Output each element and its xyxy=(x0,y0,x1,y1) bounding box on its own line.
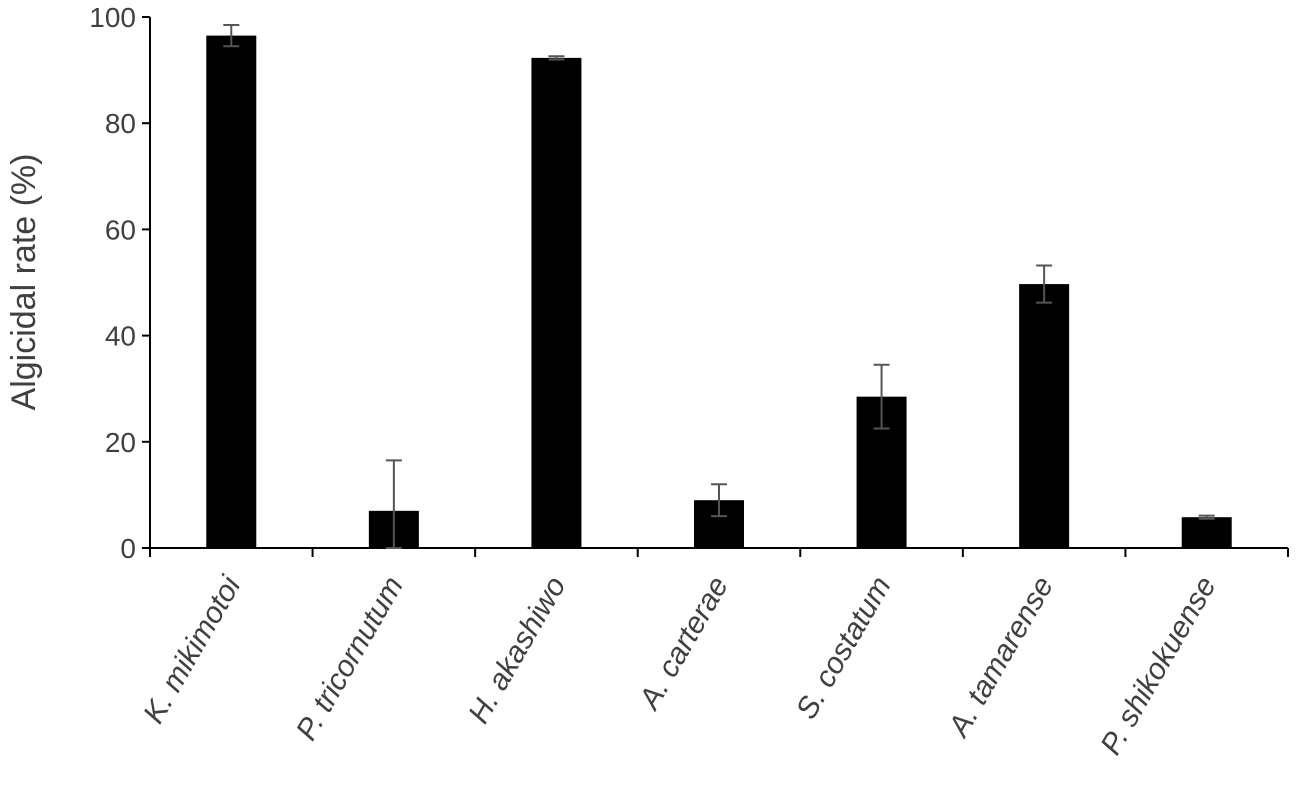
y-tick-label: 100 xyxy=(89,2,136,33)
bar xyxy=(1019,284,1070,548)
x-category-label: H. akashiwo xyxy=(462,571,572,729)
x-category-label: A. carterae xyxy=(632,571,735,716)
x-category-label: S. costatum xyxy=(790,571,898,725)
y-tick-label: 80 xyxy=(105,108,136,139)
bar xyxy=(531,57,582,549)
y-tick-label: 40 xyxy=(105,321,136,352)
x-category-label: A. tamarense xyxy=(941,571,1060,744)
bar xyxy=(1181,517,1232,548)
x-category-label: K. mikimotoi xyxy=(137,570,248,729)
plot-area: 0 20 40 60 80 100 K. mikimotoi P. tricornutum H.… xyxy=(89,2,1289,760)
y-axis-title: Algicidal rate (%) xyxy=(5,154,43,411)
y-tick-label: 20 xyxy=(105,427,136,458)
x-category-label: P. shikokuense xyxy=(1094,571,1222,760)
bar xyxy=(206,35,257,548)
x-category-label: P. tricornutum xyxy=(290,571,410,746)
y-tick-label: 60 xyxy=(105,214,136,245)
y-tick-label: 0 xyxy=(120,533,136,564)
